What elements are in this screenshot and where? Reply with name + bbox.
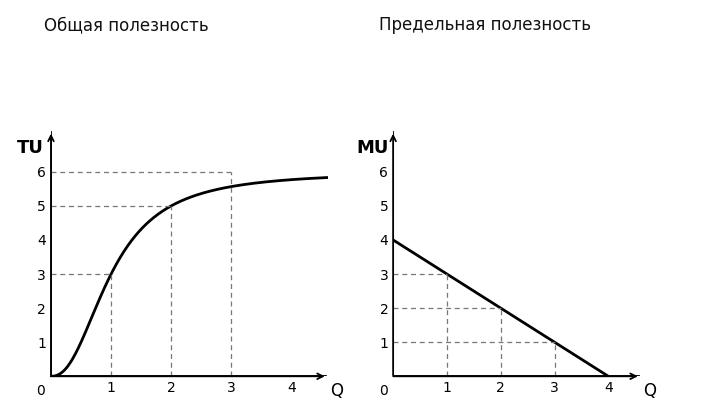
Text: Q: Q [644,382,657,400]
Text: Q: Q [331,382,344,400]
Text: TU: TU [17,139,44,157]
Text: 0: 0 [379,384,388,398]
Text: MU: MU [357,139,389,157]
Polygon shape [682,310,728,380]
Text: Общая полезность: Общая полезность [44,16,208,34]
Text: 0: 0 [36,384,44,398]
Text: Предельная полезность: Предельная полезность [379,16,590,34]
